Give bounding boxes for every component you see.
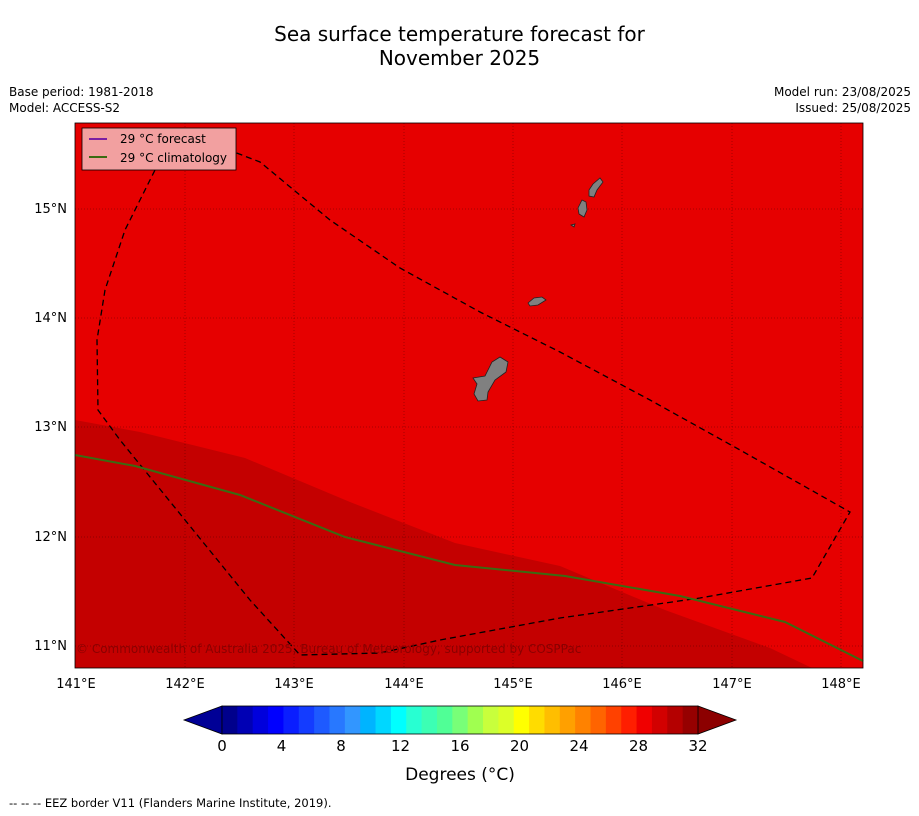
lon-tick: 147°E xyxy=(712,677,752,692)
title-line-2: November 2025 xyxy=(378,46,541,70)
lon-tick: 144°E xyxy=(384,677,424,692)
colorbar-tick: 4 xyxy=(277,737,287,755)
rota-island xyxy=(527,296,547,307)
lon-tick: 146°E xyxy=(602,677,642,692)
meta-right: Model run: 23/08/2025 Issued: 25/08/2025 xyxy=(774,84,911,116)
colorbar-cell xyxy=(344,706,361,734)
colorbar-cell xyxy=(636,706,653,734)
model-name: Model: ACCESS-S2 xyxy=(9,101,121,115)
colorbar-cell xyxy=(544,706,561,734)
colorbar-cell xyxy=(406,706,423,734)
colorbar-cell xyxy=(314,706,330,734)
colorbar-over-arrow xyxy=(697,705,738,735)
colorbar-cell xyxy=(375,706,392,734)
lon-tick: 145°E xyxy=(493,677,533,692)
longitude-ticks: 141°E 142°E 143°E 144°E 145°E 146°E 147°… xyxy=(56,677,861,692)
map-frame xyxy=(74,122,864,669)
colorbar-cell xyxy=(452,706,469,734)
colorbar-tick: 12 xyxy=(391,737,410,755)
saipan-island xyxy=(588,177,604,198)
base-period: Base period: 1981-2018 xyxy=(9,85,154,99)
colorbar-tick: 8 xyxy=(336,737,346,755)
colorbar-cell xyxy=(222,706,238,734)
colorbar-cell xyxy=(467,706,484,734)
lon-tick: 143°E xyxy=(274,677,314,692)
colorbar-cell xyxy=(498,706,515,734)
colorbar-cell xyxy=(483,706,499,734)
colorbar-cell xyxy=(590,706,607,734)
colorbar-cell xyxy=(559,706,576,734)
colorbar-cell xyxy=(605,706,622,734)
colorbar-tick: 0 xyxy=(217,737,227,755)
colorbar-cell xyxy=(421,706,438,734)
colorbar-cell xyxy=(390,706,407,734)
colorbar-cell xyxy=(667,706,684,734)
colorbar-under-arrow xyxy=(182,705,223,735)
colorbar-cell xyxy=(360,706,377,734)
map-title: Sea surface temperature forecast for Nov… xyxy=(0,22,919,70)
lat-tick: 11°N xyxy=(34,639,67,654)
colorbar-tick: 28 xyxy=(629,737,648,755)
colorbar-cell xyxy=(329,706,346,734)
colorbar-cell xyxy=(575,706,592,734)
guam-island xyxy=(472,356,509,402)
legend-box xyxy=(81,127,237,171)
legend-forecast-label: 29 °C forecast xyxy=(120,132,206,146)
copyright-text: © Commonwealth of Australia 2025, Bureau… xyxy=(76,642,581,656)
colorbar xyxy=(182,705,738,735)
colorbar-tick: 20 xyxy=(510,737,529,755)
colorbar-cell xyxy=(436,706,453,734)
colorbar-ticks: 0 4 8 12 16 20 24 28 32 xyxy=(217,737,707,755)
land-masses xyxy=(472,177,604,402)
colorbar-label: Degrees (°C) xyxy=(405,765,515,785)
eez-border xyxy=(96,134,851,656)
lat-tick: 13°N xyxy=(34,420,67,435)
colorbar-cell xyxy=(682,706,699,734)
colorbar-cell xyxy=(283,706,300,734)
colorbar-frame xyxy=(221,705,699,735)
lat-tick: 15°N xyxy=(34,202,67,217)
colorbar-cell xyxy=(651,706,668,734)
model-run: Model run: 23/08/2025 xyxy=(773,85,911,99)
map-legend: 29 °C forecast 29 °C climatology xyxy=(81,127,237,171)
colorbar-cell xyxy=(621,706,638,734)
map-panel: © Commonwealth of Australia 2025, Bureau… xyxy=(74,122,864,669)
colorbar-cell xyxy=(529,706,545,734)
lon-tick: 148°E xyxy=(821,677,861,692)
legend-climatology-label: 29 °C climatology xyxy=(120,151,227,165)
latitude-ticks: 15°N 14°N 13°N 12°N 11°N xyxy=(34,202,67,654)
colorbar-cell xyxy=(237,706,254,734)
lon-tick: 141°E xyxy=(56,677,96,692)
colorbar-cell xyxy=(513,706,530,734)
tinian-island xyxy=(577,199,588,218)
eez-footnote: -- -- -- EEZ border V11 (Flanders Marine… xyxy=(9,796,332,810)
aguijan-island xyxy=(570,223,576,228)
graticule xyxy=(75,123,863,668)
lat-tick: 12°N xyxy=(34,530,67,545)
colorbar-cell xyxy=(252,706,269,734)
colorbar-tick: 16 xyxy=(450,737,469,755)
colorbar-tick: 24 xyxy=(569,737,588,755)
climatology-29c-line xyxy=(74,454,864,662)
colorbar-cell xyxy=(268,706,284,734)
title-line-1: Sea surface temperature forecast for xyxy=(274,22,645,46)
lon-tick: 142°E xyxy=(165,677,205,692)
colorbar-cell xyxy=(298,706,315,734)
lat-tick: 14°N xyxy=(34,311,67,326)
hot-sst-field xyxy=(75,420,812,668)
issued-date: Issued: 25/08/2025 xyxy=(795,101,911,115)
colorbar-tick: 32 xyxy=(688,737,707,755)
meta-left: Base period: 1981-2018 Model: ACCESS-S2 xyxy=(9,84,154,116)
